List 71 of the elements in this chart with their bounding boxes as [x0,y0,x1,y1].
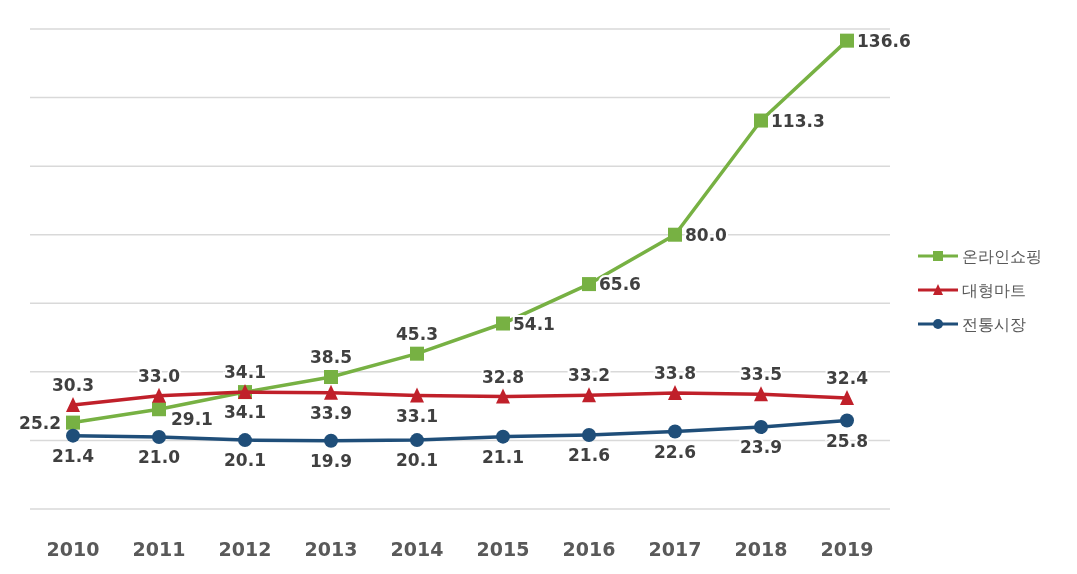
data-label: 136.6 [857,30,911,51]
x-tick-label: 2019 [820,538,874,560]
data-label: 65.6 [599,274,641,295]
text: 21.0 [138,447,180,467]
point [754,420,768,435]
data-label: 33.8 [654,363,696,384]
point [66,428,80,443]
data-label: 32.4 [826,367,869,388]
point [496,388,510,404]
data-label: 34.1 [224,362,266,383]
data-label: 45.3 [396,323,438,344]
data-label: 33.2 [568,365,610,386]
text: 21.4 [52,445,94,466]
point [668,424,682,439]
point [324,384,338,400]
data-label: 33.9 [310,402,352,423]
text: 21.6 [568,444,610,465]
legend-label: 온라인쇼핑 [962,247,1042,266]
x-tick-label: 2010 [46,538,100,560]
data-label: 80.0 [685,224,728,245]
point [754,113,768,128]
point [410,433,424,448]
point [238,433,252,448]
point [410,387,424,403]
data-label: 29.1 [171,409,213,430]
legend-label: 대형마트 [962,281,1026,300]
point [754,386,768,402]
point [324,370,338,384]
data-label: 30.3 [52,375,94,396]
data-label: 34.1 [224,402,266,423]
data-label: 32.8 [482,366,524,387]
x-tick-label: 2011 [132,538,186,560]
point [840,413,854,428]
data-label: 33.0 [138,365,181,386]
text: 25.8 [826,430,868,451]
data-label: 113.3 [771,110,825,131]
point [152,430,166,444]
x-tick-label: 2018 [734,538,788,560]
x-tick-label: 2017 [648,538,702,560]
point [66,397,80,413]
point [668,385,682,401]
point [496,429,510,444]
data-label: 33.5 [740,364,782,385]
data-label: 54.1 [513,313,555,334]
x-tick-label: 2013 [304,538,358,560]
x-tick-label: 2012 [218,538,272,560]
text: 20.1 [396,450,438,471]
text: 19.9 [310,450,352,471]
point [840,389,854,405]
text: 22.6 [654,441,696,462]
point [840,33,854,48]
point [582,427,596,442]
x-tick-label: 2014 [390,538,444,560]
text: 20.1 [224,450,266,471]
data-label: 33.1 [396,405,438,426]
data-label: 25.2 [19,412,61,433]
point [152,402,166,417]
legend-label: 전통시장 [962,315,1026,334]
point [324,433,338,448]
text: 21.1 [482,446,524,467]
point [66,415,80,430]
point [582,387,596,403]
point [152,387,166,403]
x-tick-label: 2016 [562,538,616,560]
x-tick-label: 2015 [476,538,530,560]
text: 23.9 [740,437,782,458]
point [668,227,682,242]
data-label: 38.5 [310,347,352,367]
point [582,277,596,292]
point [496,316,510,331]
point [410,346,424,361]
